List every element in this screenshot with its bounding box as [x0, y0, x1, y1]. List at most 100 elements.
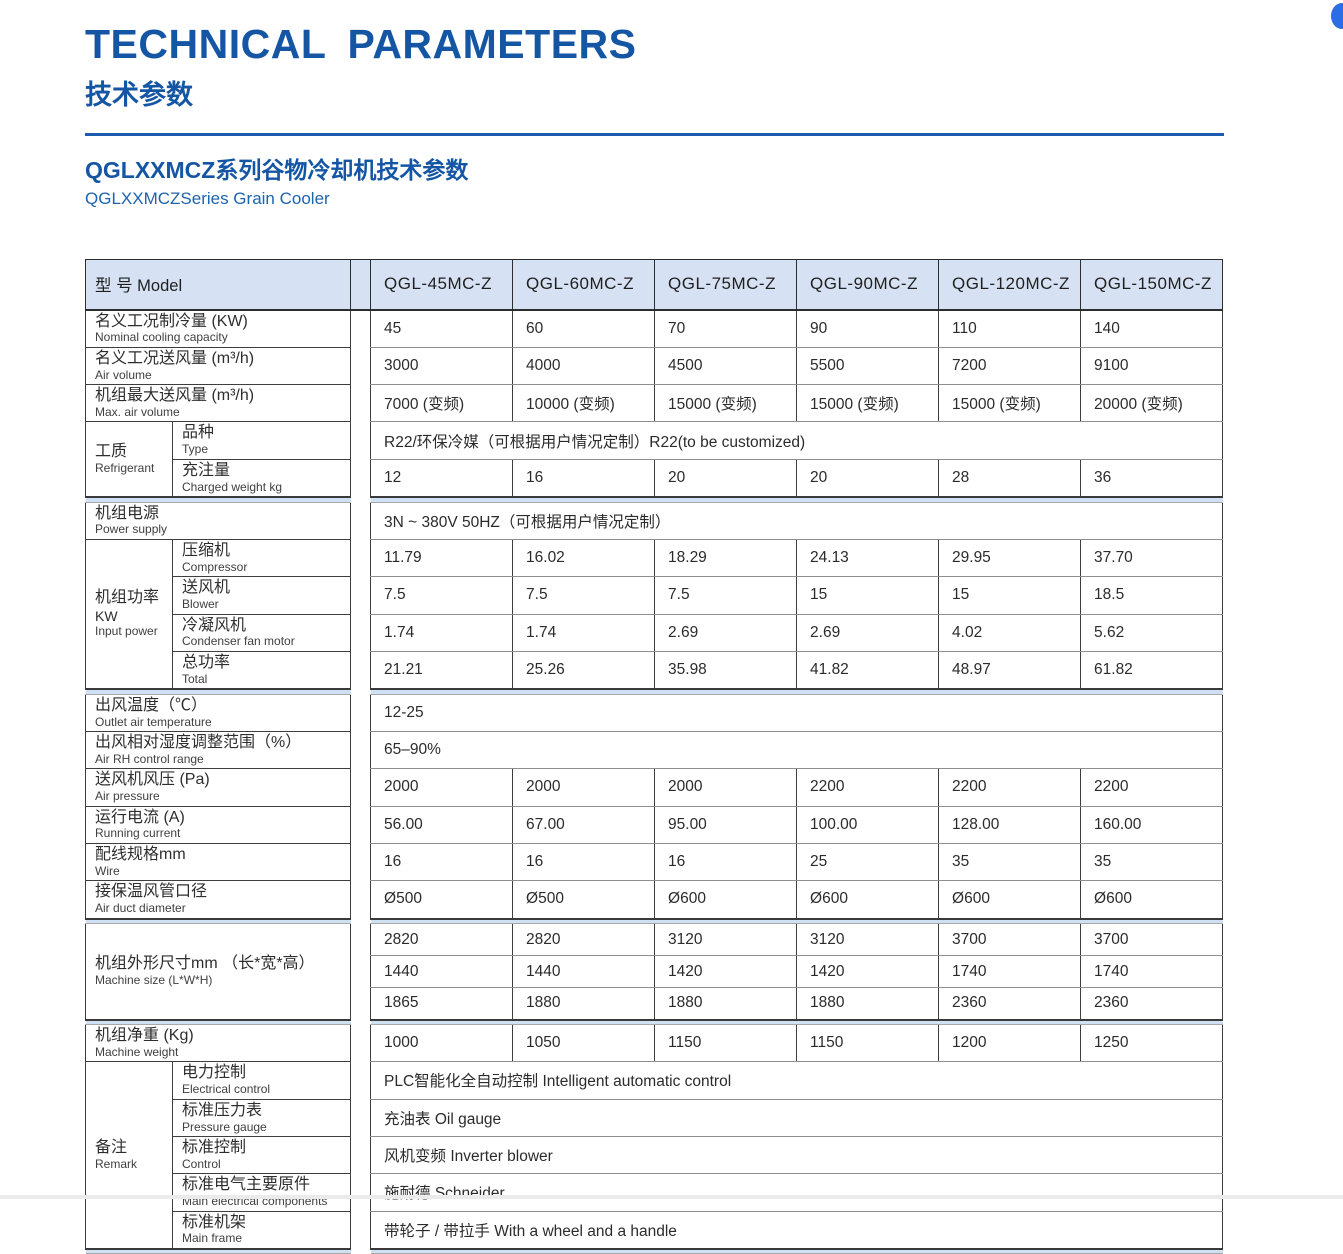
row-sublabel: 电力控制 Electrical control: [171, 1061, 352, 1100]
value-cell-span: R22/环保冷媒（可根据用户情况定制）R22(to be customized): [370, 421, 1224, 460]
value-cell-span: 施耐德 Schneider: [370, 1173, 1224, 1212]
table-row: 标准机架 Main frame 带轮子 / 带拉手 With a wheel a…: [86, 1210, 1224, 1250]
table-row: 1865 1880 1880 1880 2360 2360: [86, 987, 1224, 1020]
value-cell: 1440: [512, 955, 656, 988]
value-cell: 1880: [512, 987, 656, 1020]
value-cell: 67.00: [512, 805, 656, 844]
value-cell: 20: [796, 458, 940, 498]
model-column-header: QGL-75MC-Z: [654, 259, 798, 311]
value-cell: Ø600: [938, 880, 1082, 919]
table-row: 备注 Remark 电力控制 Electrical control PLC智能化…: [85, 1061, 1224, 1250]
value-cell: 35: [938, 842, 1082, 882]
value-cell: 15000 (变频): [654, 384, 798, 423]
value-cell: 18.5: [1080, 576, 1224, 615]
value-cell: 2.69: [796, 613, 940, 652]
table-gap: [350, 259, 372, 311]
value-cell: 16: [512, 458, 656, 498]
value-cell: 37.70: [1080, 538, 1224, 578]
table-header-row: 型 号 Model QGL-45MC-Z QGL-60MC-Z QGL-75MC…: [84, 259, 1224, 311]
row-sublabel: 压缩机 Compressor: [171, 538, 352, 578]
value-cell-span: 充油表 Oil gauge: [370, 1098, 1224, 1137]
value-cell: 2.69: [654, 613, 798, 652]
row-sublabel: 充注量 Charged weight kg: [171, 458, 352, 498]
value-cell: 1740: [938, 955, 1082, 988]
value-cell: 1440: [370, 955, 514, 988]
value-cell: 2360: [1080, 987, 1224, 1020]
row-group-label: 机组功率 KW Input power: [85, 538, 173, 690]
value-cell: 2820: [512, 923, 656, 956]
value-cell: 2200: [938, 768, 1082, 807]
value-cell: 15: [938, 576, 1082, 615]
table-row: 出风相对湿度调整范围（%） Air RH control range 65–90…: [84, 730, 1224, 770]
value-cell: Ø600: [654, 880, 798, 919]
value-cell: Ø500: [370, 880, 514, 919]
value-cell: 1865: [370, 987, 514, 1020]
value-cell: 36: [1080, 458, 1224, 498]
model-column-header: QGL-45MC-Z: [370, 259, 514, 311]
value-cell: 45: [370, 309, 514, 348]
section-title-en: QGLXXMCZSeries Grain Cooler: [85, 189, 330, 208]
value-cell: 1880: [796, 987, 940, 1020]
table-row: 标准电气主要原件 Main electrical components 施耐德 …: [86, 1173, 1224, 1212]
value-cell: 5500: [796, 346, 940, 386]
model-column-header: QGL-90MC-Z: [796, 259, 940, 311]
model-column-header: QGL-150MC-Z: [1080, 259, 1224, 311]
value-cell: 16: [512, 842, 656, 882]
table-row: 工质 Refrigerant 品种 Type R22/环保冷媒（可根据用户情况定…: [85, 421, 1224, 498]
table-row: 机组功率 KW Input power 压缩机 Compressor 11.79…: [85, 538, 1224, 690]
value-cell: 2200: [1080, 768, 1224, 807]
value-cell: 1250: [1080, 1023, 1224, 1063]
value-cell: 56.00: [370, 805, 514, 844]
value-cell: 3700: [1080, 923, 1224, 956]
table-row: 名义工况制冷量 (KW) Nominal cooling capacity 45…: [84, 309, 1224, 348]
table-row: 机组外形尺寸mm （长*宽*高） Machine size (L*W*H) 28…: [84, 923, 1224, 1020]
value-cell: 15: [796, 576, 940, 615]
model-label-header: 型 号 Model: [84, 259, 352, 311]
value-cell: 1880: [654, 987, 798, 1020]
value-cell: 11.79: [370, 538, 514, 578]
value-cell: 10000 (变频): [512, 384, 656, 423]
value-cell: Ø500: [512, 880, 656, 919]
value-cell: 18.29: [654, 538, 798, 578]
table-row: 标准控制 Control 风机变频 Inverter blower: [86, 1135, 1224, 1175]
row-label: 机组净重 (Kg) Machine weight: [84, 1023, 352, 1063]
row-label: 接保温风管口径 Air duct diameter: [84, 880, 352, 919]
model-column-header: QGL-60MC-Z: [512, 259, 656, 311]
row-sublabel: 标准机架 Main frame: [171, 1210, 352, 1250]
section-divider: [85, 1247, 1223, 1254]
value-cell: 4000: [512, 346, 656, 386]
row-group-label: 备注 Remark: [85, 1061, 173, 1250]
row-sublabel: 标准压力表 Pressure gauge: [171, 1098, 352, 1137]
value-cell: 140: [1080, 309, 1224, 348]
table-row: 冷凝风机 Condenser fan motor 1.74 1.74 2.69 …: [86, 613, 1224, 652]
value-cell: 1740: [1080, 955, 1224, 988]
row-sublabel: 送风机 Blower: [171, 576, 352, 615]
row-sublabel: 标准电气主要原件 Main electrical components: [171, 1173, 352, 1212]
value-cell: 61.82: [1080, 650, 1224, 690]
value-cell: 3120: [654, 923, 798, 956]
row-label: 出风相对湿度调整范围（%） Air RH control range: [84, 730, 352, 770]
row-sublabel: 总功率 Total: [171, 650, 352, 690]
table-row: 总功率 Total 21.21 25.26 35.98 41.82 48.97 …: [86, 650, 1224, 690]
value-cell: 4500: [654, 346, 798, 386]
value-cell: 9100: [1080, 346, 1224, 386]
value-cell: 20: [654, 458, 798, 498]
value-cell: 28: [938, 458, 1082, 498]
value-cell: 16: [370, 842, 514, 882]
row-label: 运行电流 (A) Running current: [84, 805, 352, 844]
value-cell: 7000 (变频): [370, 384, 514, 423]
value-cell: 35: [1080, 842, 1224, 882]
value-cell: 29.95: [938, 538, 1082, 578]
value-cell: 25: [796, 842, 940, 882]
value-cell-span: 风机变频 Inverter blower: [370, 1135, 1224, 1175]
value-cell: 12: [370, 458, 514, 498]
value-cell: 3700: [938, 923, 1082, 956]
value-cell: 2000: [370, 768, 514, 807]
table-row: 机组最大送风量 (m³/h) Max. air volume 7000 (变频)…: [84, 384, 1224, 423]
page-title-zh: 技术参数: [85, 80, 193, 110]
value-cell: 7.5: [370, 576, 514, 615]
value-cell-span: 65–90%: [370, 730, 1224, 770]
table-row: 名义工况送风量 (m³/h) Air volume 3000 4000 4500…: [84, 346, 1224, 386]
table-row: 充注量 Charged weight kg 12 16 20 20 28 36: [86, 458, 1224, 498]
value-cell: 1.74: [370, 613, 514, 652]
